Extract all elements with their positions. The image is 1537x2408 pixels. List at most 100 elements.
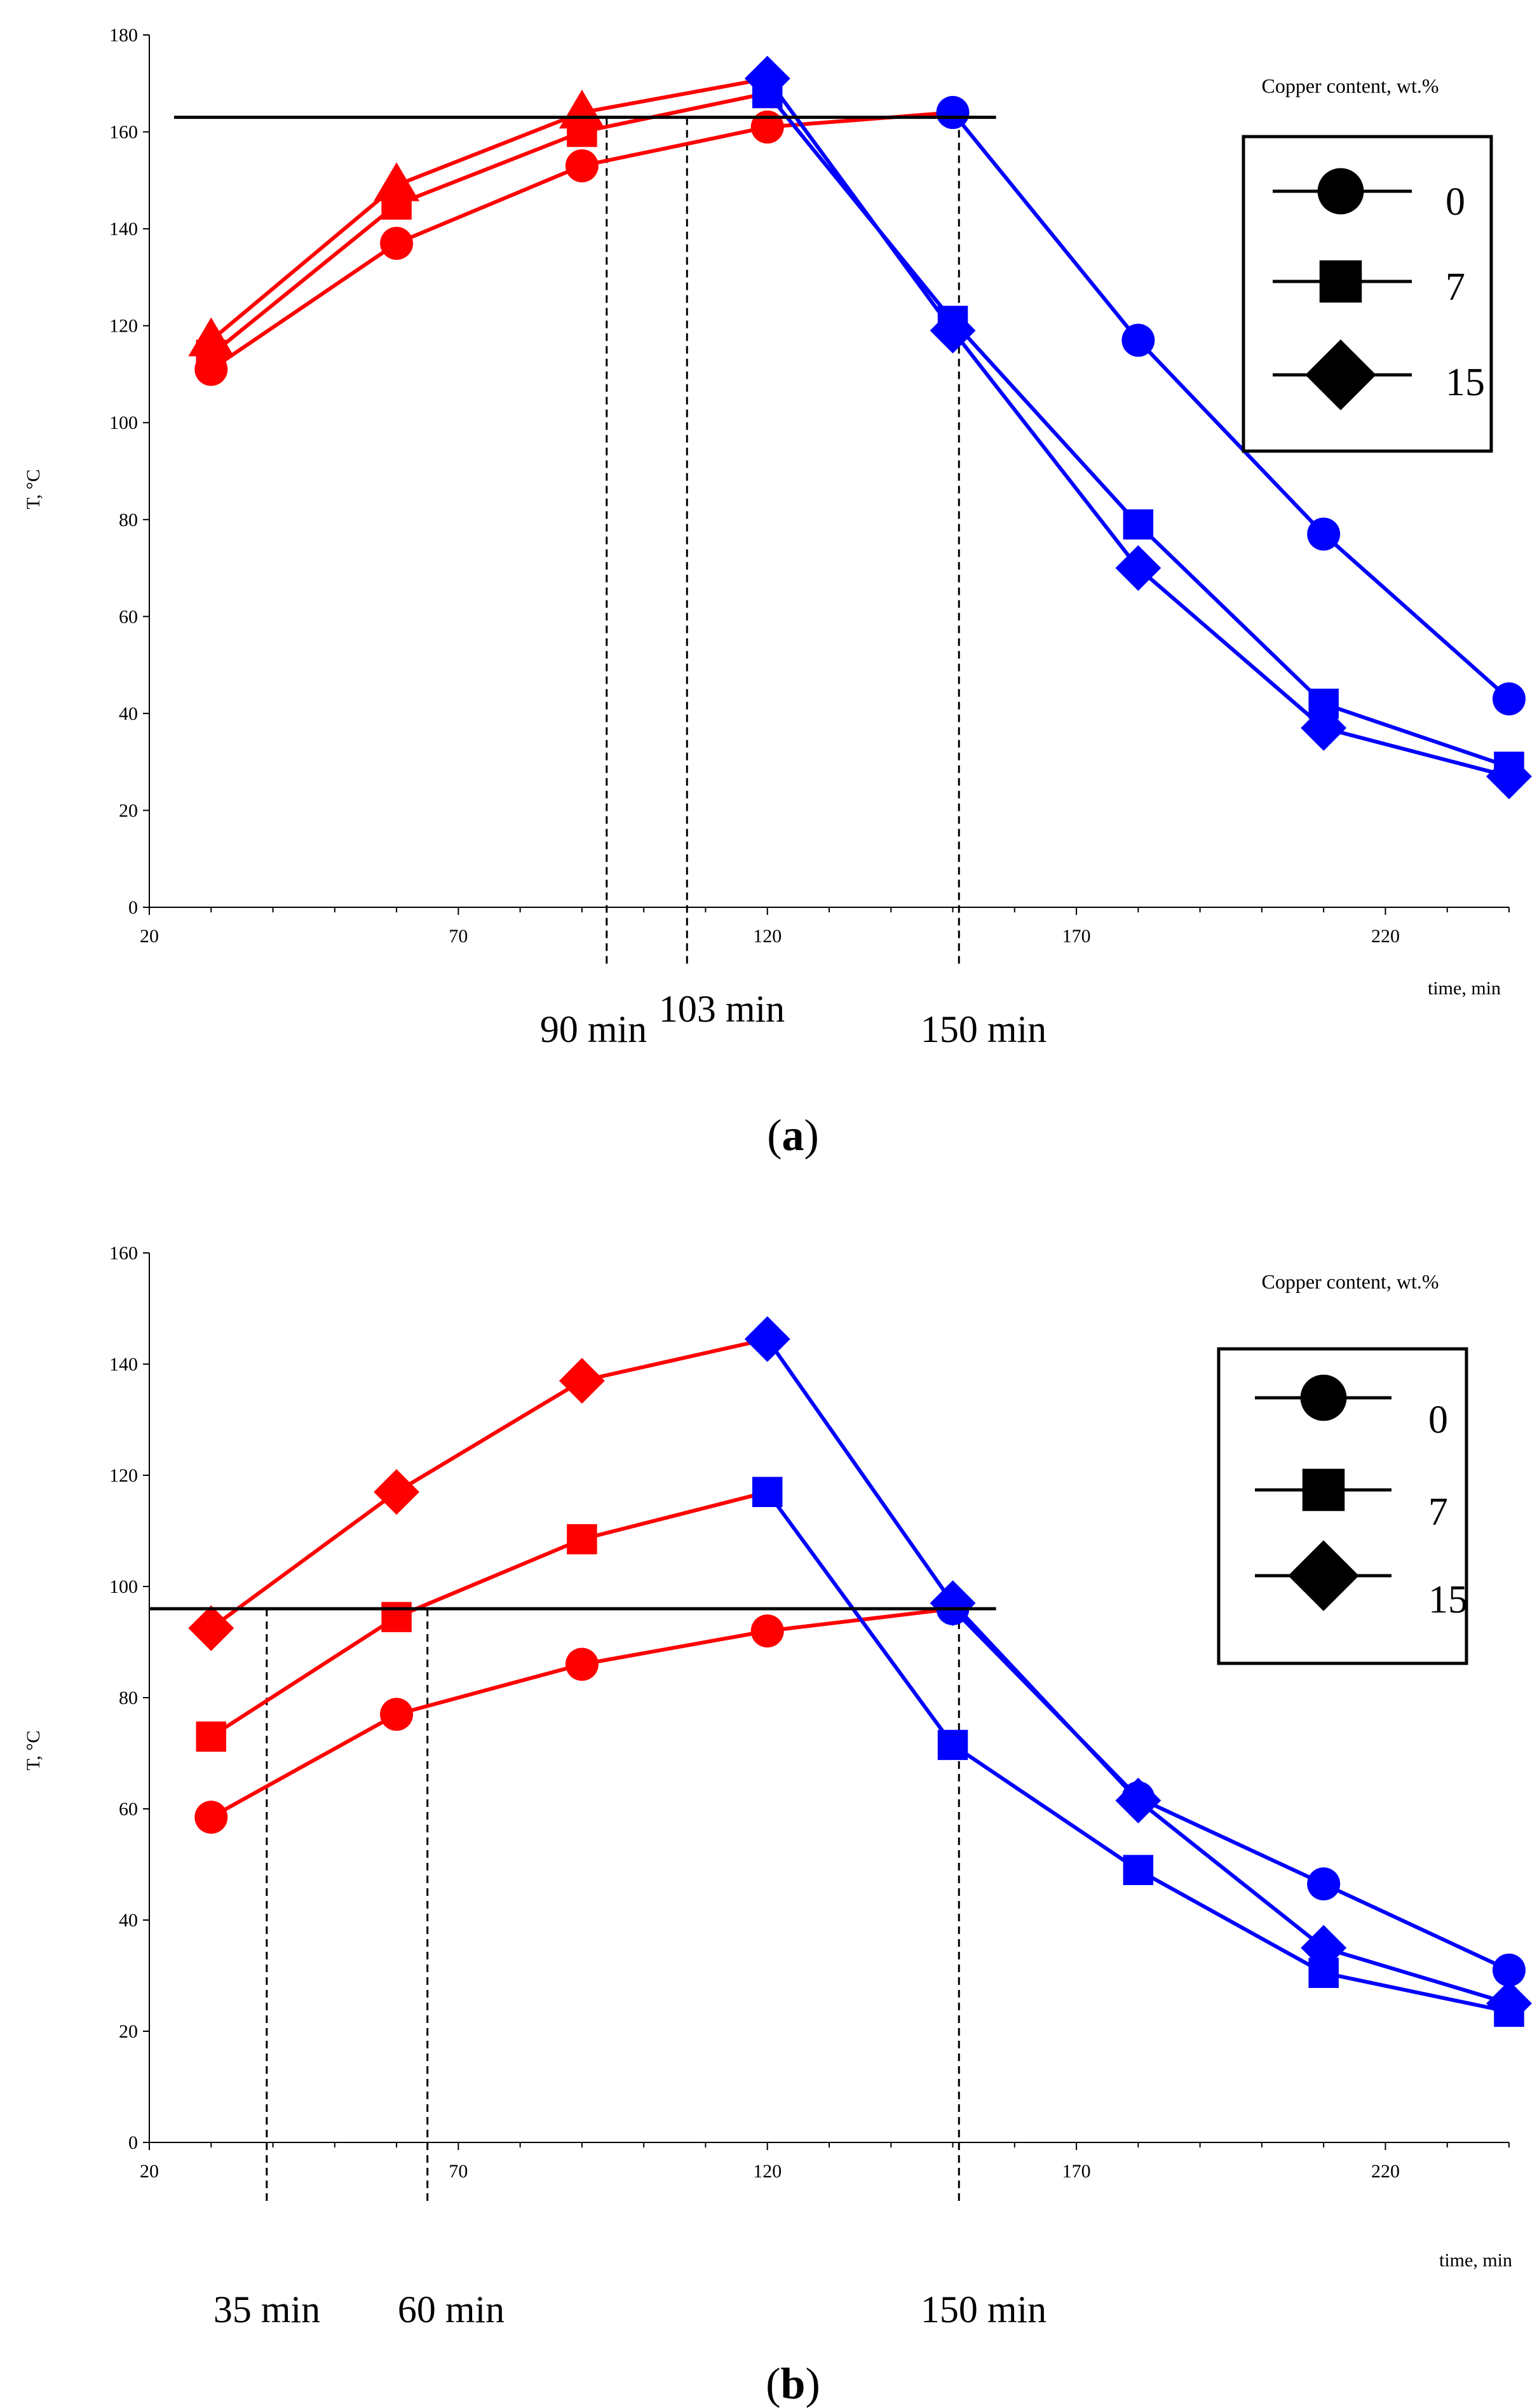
point-15-cooling-a <box>1115 545 1161 592</box>
series-15-heating-line-a <box>210 76 768 342</box>
vline-label-b-1: 35 min <box>213 2289 320 2330</box>
legend-title-b: Copper content, wt.% <box>1261 1270 1439 1293</box>
x-tick-label-a: 70 <box>449 926 468 947</box>
point-15-heating-b <box>559 1358 605 1404</box>
legend-entry-0-b: 0 <box>1428 1398 1448 1442</box>
legend-marker-0-a <box>1317 168 1364 215</box>
vline-label-a-1: 90 min <box>540 1008 647 1050</box>
legend-entry-0-a: 0 <box>1446 180 1465 224</box>
caption-b: (b) <box>766 2360 820 2408</box>
y-axis-label-b: T, °C <box>23 1730 44 1770</box>
y-tick-label-a: 120 <box>109 316 138 337</box>
point-0-cooling-a <box>1307 517 1341 551</box>
y-tick-label-b: 140 <box>109 1354 138 1375</box>
x-tick-label-b: 70 <box>449 2161 468 2182</box>
point-7-heating-b <box>196 1721 227 1752</box>
point-15-cooling-b <box>930 1580 976 1627</box>
point-15-heating-a <box>188 317 234 356</box>
legend-marker-15-a <box>1305 339 1376 410</box>
point-7-cooling-a <box>1123 509 1154 540</box>
point-15-cooling-a <box>1486 754 1532 800</box>
y-tick-label-a: 80 <box>119 510 138 531</box>
y-tick-label-b: 20 <box>119 2021 138 2042</box>
point-15-cooling-a <box>744 55 790 102</box>
legend-a: Copper content, wt.% 0 7 15 <box>1242 74 1493 453</box>
x-tick-label-b: 170 <box>1062 2161 1091 2182</box>
caption-letter-b: b <box>781 2360 806 2408</box>
legend-marker-7-a <box>1319 260 1362 303</box>
point-7-heating-b <box>381 1602 412 1632</box>
x-axis-label-a: time, min <box>1428 978 1501 999</box>
x-tick-label-b: 120 <box>753 2161 782 2182</box>
y-tick-label-b: 40 <box>119 1910 138 1931</box>
y-tick-label-b: 100 <box>109 1576 138 1597</box>
vline-label-a-2: 103 min <box>659 988 785 1030</box>
y-tick-label-a: 60 <box>119 606 138 627</box>
point-0-heating-b <box>380 1698 414 1731</box>
point-0-cooling-a <box>936 96 970 130</box>
legend-box-a <box>1242 135 1493 453</box>
x-tick-label-b: 220 <box>1371 2161 1400 2182</box>
legend-marker-7-b <box>1302 1468 1345 1512</box>
point-7-cooling-b <box>1123 1855 1154 1885</box>
y-tick-label-a: 40 <box>119 703 138 724</box>
x-tick-label-a: 20 <box>140 926 159 947</box>
point-0-heating-a <box>565 149 599 182</box>
point-0-heating-b <box>750 1614 784 1647</box>
point-15-heating-a <box>374 162 420 201</box>
point-0-heating-b <box>194 1801 228 1834</box>
legend-entry-7-a: 7 <box>1446 266 1465 309</box>
vline-label-b-3: 150 min <box>921 2289 1046 2330</box>
legend-title-a: Copper content, wt.% <box>1261 74 1439 97</box>
caption-letter-a: a <box>782 1111 804 1160</box>
legend-entry-15-b: 15 <box>1428 1578 1468 1621</box>
series-7-heating-line-b <box>210 1490 768 1738</box>
point-15-cooling-a <box>1301 705 1347 751</box>
x-tick-label-a: 170 <box>1062 926 1091 947</box>
series-7-heating-line-a <box>210 91 768 356</box>
series-0-heating-line-b <box>210 1607 953 1819</box>
point-0-cooling-a <box>1121 323 1155 357</box>
point-0-cooling-b <box>1307 1867 1341 1901</box>
y-tick-label-b: 120 <box>109 1465 138 1486</box>
point-7-cooling-b <box>937 1729 968 1761</box>
y-tick-label-a: 100 <box>109 412 138 433</box>
point-15-cooling-b <box>1486 1980 1532 2027</box>
caption-a: (a) <box>767 1111 819 1160</box>
point-15-heating-b <box>188 1605 234 1651</box>
point-15-heating-b <box>374 1469 420 1515</box>
y-tick-label-a: 20 <box>119 800 138 821</box>
vline-label-a-3: 150 min <box>921 1008 1046 1050</box>
legend-b: Copper content, wt.% 0 7 15 <box>1217 1270 1468 1665</box>
series-15-heating-line-b <box>210 1337 768 1630</box>
x-tick-label-a: 220 <box>1371 926 1400 947</box>
legend-marker-15-b <box>1288 1540 1359 1611</box>
point-7-heating-b <box>567 1524 597 1555</box>
y-tick-label-b: 60 <box>119 1799 138 1820</box>
legend-marker-0-b <box>1300 1374 1347 1421</box>
y-tick-label-a: 160 <box>109 122 138 143</box>
point-15-cooling-b <box>1301 1924 1347 1971</box>
y-axis-label-a: T, °C <box>23 469 44 509</box>
legend-entry-15-a: 15 <box>1446 361 1485 404</box>
point-15-cooling-b <box>1115 1777 1161 1823</box>
point-0-cooling-a <box>1493 682 1526 716</box>
x-axis-label-b: time, min <box>1439 2250 1512 2271</box>
x-tick-label-b: 20 <box>140 2161 159 2182</box>
point-0-heating-a <box>380 226 414 260</box>
legend-entry-7-b: 7 <box>1428 1491 1448 1534</box>
y-tick-label-b: 0 <box>128 2132 138 2153</box>
point-0-cooling-b <box>1493 1953 1526 1987</box>
series-0-cooling-line-a <box>951 111 1510 701</box>
point-15-cooling-b <box>744 1316 790 1362</box>
y-tick-label-b: 160 <box>109 1243 138 1264</box>
point-7-cooling-b <box>752 1477 783 1507</box>
point-15-cooling-a <box>930 308 976 354</box>
y-tick-label-a: 180 <box>109 25 138 46</box>
y-tick-label-a: 0 <box>128 897 138 918</box>
y-tick-label-b: 80 <box>119 1688 138 1708</box>
vline-label-b-2: 60 min <box>398 2289 504 2330</box>
